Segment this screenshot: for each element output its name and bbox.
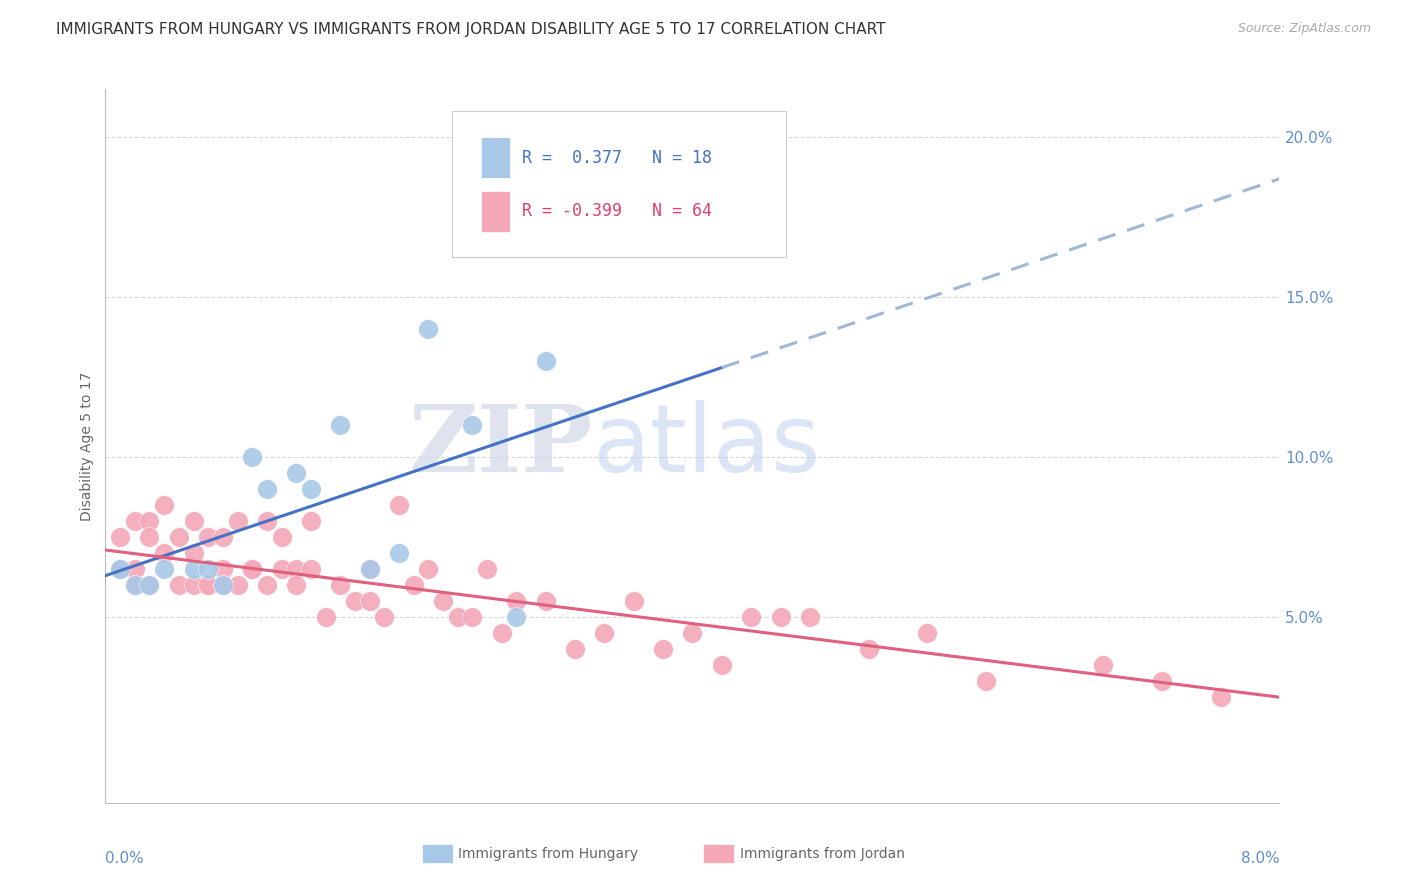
Point xyxy=(343,594,366,608)
Y-axis label: Disability Age 5 to 17: Disability Age 5 to 17 xyxy=(80,371,94,521)
Point xyxy=(329,578,352,592)
Point xyxy=(299,482,322,496)
Point xyxy=(240,562,263,576)
Point xyxy=(124,562,146,576)
Point xyxy=(226,514,249,528)
Point xyxy=(359,562,381,576)
Point xyxy=(240,562,263,576)
Point xyxy=(534,354,557,368)
Point xyxy=(108,562,131,576)
Text: Source: ZipAtlas.com: Source: ZipAtlas.com xyxy=(1237,22,1371,36)
Text: Immigrants from Hungary: Immigrants from Hungary xyxy=(458,847,638,861)
Point xyxy=(197,578,219,592)
Point xyxy=(1209,690,1232,705)
Bar xyxy=(481,137,510,178)
Bar xyxy=(481,191,510,232)
Text: Immigrants from Jordan: Immigrants from Jordan xyxy=(740,847,904,861)
Point xyxy=(138,514,160,528)
Point xyxy=(491,626,513,640)
Point xyxy=(432,594,454,608)
Point xyxy=(285,466,308,480)
Point xyxy=(534,594,557,608)
Point xyxy=(211,530,233,544)
Point xyxy=(388,546,411,560)
Point xyxy=(211,562,233,576)
Point xyxy=(769,610,792,624)
Point xyxy=(197,530,219,544)
Point xyxy=(183,546,205,560)
Point xyxy=(740,610,762,624)
Point xyxy=(418,322,440,336)
Point xyxy=(211,578,233,592)
Point xyxy=(299,514,322,528)
Point xyxy=(183,514,205,528)
Text: 0.0%: 0.0% xyxy=(105,851,145,866)
Point xyxy=(915,626,938,640)
Point xyxy=(153,498,176,512)
Point xyxy=(505,146,527,161)
Point xyxy=(461,418,484,433)
Point xyxy=(475,562,498,576)
Text: R =  0.377   N = 18: R = 0.377 N = 18 xyxy=(522,149,713,167)
Text: IMMIGRANTS FROM HUNGARY VS IMMIGRANTS FROM JORDAN DISABILITY AGE 5 TO 17 CORRELA: IMMIGRANTS FROM HUNGARY VS IMMIGRANTS FR… xyxy=(56,22,886,37)
Text: R = -0.399   N = 64: R = -0.399 N = 64 xyxy=(522,202,713,220)
Point xyxy=(1092,658,1115,673)
Point xyxy=(681,626,703,640)
Point xyxy=(299,562,322,576)
Point xyxy=(226,578,249,592)
Text: atlas: atlas xyxy=(593,400,821,492)
Point xyxy=(505,610,527,624)
Point xyxy=(108,562,131,576)
Point xyxy=(108,530,131,544)
Text: ZIP: ZIP xyxy=(408,401,593,491)
Point xyxy=(197,578,219,592)
Point xyxy=(388,498,411,512)
Point xyxy=(446,610,468,624)
Point xyxy=(974,674,997,689)
Point xyxy=(359,562,381,576)
Point xyxy=(256,514,278,528)
Point xyxy=(270,530,292,544)
Point xyxy=(418,562,440,576)
Point xyxy=(593,626,616,640)
Point xyxy=(505,594,527,608)
Point xyxy=(285,562,308,576)
Point xyxy=(564,642,586,657)
Point xyxy=(359,594,381,608)
Point xyxy=(285,578,308,592)
Point xyxy=(124,578,146,592)
Point xyxy=(799,610,821,624)
Point xyxy=(858,642,880,657)
Point xyxy=(138,530,160,544)
Point xyxy=(153,546,176,560)
Point xyxy=(167,578,190,592)
FancyBboxPatch shape xyxy=(451,111,786,257)
Point xyxy=(710,658,733,673)
Text: 8.0%: 8.0% xyxy=(1240,851,1279,866)
Point xyxy=(329,418,352,433)
Point xyxy=(124,578,146,592)
Point xyxy=(153,562,176,576)
Point xyxy=(167,530,190,544)
Point xyxy=(138,578,160,592)
Point xyxy=(373,610,395,624)
Point xyxy=(461,610,484,624)
Point xyxy=(211,578,233,592)
Point xyxy=(197,562,219,576)
Point xyxy=(1150,674,1173,689)
Point xyxy=(183,562,205,576)
Point xyxy=(652,642,675,657)
Point xyxy=(256,578,278,592)
Point xyxy=(623,594,645,608)
Point xyxy=(240,450,263,465)
Point xyxy=(315,610,337,624)
Point xyxy=(270,562,292,576)
Point xyxy=(402,578,425,592)
Point xyxy=(183,578,205,592)
Point xyxy=(138,578,160,592)
Point xyxy=(124,514,146,528)
Point xyxy=(256,482,278,496)
